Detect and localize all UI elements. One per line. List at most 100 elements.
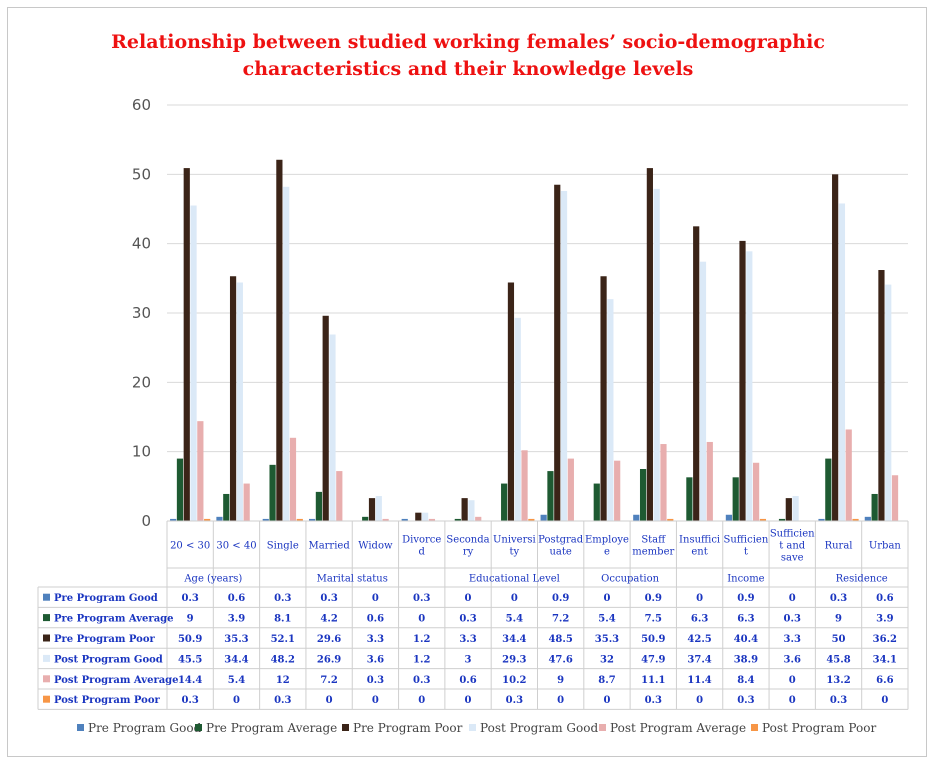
table-cell: 6.6 xyxy=(876,675,893,686)
row-swatch xyxy=(43,675,50,683)
table-cell: 12 xyxy=(276,675,290,686)
bar xyxy=(283,186,290,521)
bar xyxy=(600,276,607,521)
y-axis-ticks: 0 10 20 30 40 50 60 xyxy=(132,96,151,530)
category-label: Employe xyxy=(585,535,629,546)
table-cell: 5.4 xyxy=(506,614,523,625)
table-cell: 0 xyxy=(418,695,425,706)
table-cell: 42.5 xyxy=(687,634,711,645)
table-cell: 9 xyxy=(557,675,564,686)
table-cell: 1.2 xyxy=(413,654,430,665)
category-label: Sufficien xyxy=(770,529,815,540)
category-label: Sufficien xyxy=(724,535,769,546)
data-table: 20 < 30 30 < 40 Single Married Widow Divorced… xyxy=(37,520,909,710)
bar xyxy=(428,518,436,521)
table-cell: 0.9 xyxy=(645,593,662,604)
category-label: d xyxy=(419,547,426,558)
bar xyxy=(269,464,276,521)
category-label: Universi xyxy=(493,535,536,546)
table-cell: 0.3 xyxy=(320,593,337,604)
table-cell: 0.3 xyxy=(181,695,198,706)
table-cell: 9 xyxy=(187,614,194,625)
bar xyxy=(415,512,422,521)
bar xyxy=(229,276,237,521)
bar xyxy=(759,518,767,521)
table-cell: 3.3 xyxy=(367,634,384,645)
table-cell: 0.9 xyxy=(552,593,569,604)
row-swatch xyxy=(43,634,50,642)
bar xyxy=(567,458,574,521)
table-cell: 0.3 xyxy=(459,614,476,625)
category-label: save xyxy=(781,553,804,564)
chart-title-line: Relationship between studied working fem… xyxy=(111,31,825,53)
bar xyxy=(501,483,508,521)
category-label: 30 < 40 xyxy=(216,541,256,552)
group-label: Residence xyxy=(836,574,888,585)
table-cell: 45.8 xyxy=(826,654,850,665)
table-cell: 0.3 xyxy=(181,593,198,604)
bar xyxy=(725,514,733,521)
y-tick-label: 0 xyxy=(141,512,151,530)
legend-label: Pre Program Good xyxy=(88,721,202,735)
category-label: Married xyxy=(308,541,350,552)
bar xyxy=(878,270,885,521)
table-cell: 3.9 xyxy=(228,614,245,625)
bar xyxy=(746,251,753,521)
row-swatch xyxy=(43,614,50,622)
bar xyxy=(475,516,482,521)
table-cell: 50 xyxy=(832,634,846,645)
bar xyxy=(739,240,746,522)
table-cell: 37.4 xyxy=(687,654,711,665)
table-cell: 0.6 xyxy=(367,614,384,625)
table-cell: 1.2 xyxy=(413,634,430,645)
table-cell: 8.4 xyxy=(737,675,754,686)
table-cell: 35.3 xyxy=(224,634,248,645)
table-cell: 0.9 xyxy=(737,593,754,604)
bar xyxy=(521,450,528,521)
bar xyxy=(885,284,892,521)
table-cell: 0 xyxy=(789,593,796,604)
bar xyxy=(660,444,667,521)
table-cell: 0.3 xyxy=(274,593,291,604)
bar xyxy=(308,518,316,521)
bar xyxy=(461,498,468,521)
table-cell: 48.5 xyxy=(548,634,572,645)
bar xyxy=(368,498,376,521)
bar xyxy=(732,477,739,521)
bar xyxy=(560,190,568,521)
bar xyxy=(322,315,329,521)
category-label: Divorce xyxy=(402,535,441,546)
category-label: Seconda xyxy=(446,535,489,546)
table-cell: 0 xyxy=(465,695,472,706)
table-cell: 50.9 xyxy=(641,634,665,645)
bar xyxy=(646,168,653,522)
y-tick-label: 50 xyxy=(132,165,151,183)
row-swatch xyxy=(43,695,50,703)
bar xyxy=(422,512,429,521)
bar xyxy=(336,471,343,521)
table-cell: 4.2 xyxy=(320,614,337,625)
legend-label: Pre Program Average xyxy=(206,721,337,735)
table-cell: 5.4 xyxy=(228,675,245,686)
table-cell: 0 xyxy=(696,695,703,706)
bar xyxy=(382,518,389,521)
legend-swatch xyxy=(195,724,202,731)
legend-label: Pre Program Poor xyxy=(353,721,463,735)
table-cell: 11.4 xyxy=(687,675,711,686)
table-cell: 13.2 xyxy=(826,675,850,686)
table-cell: 6.3 xyxy=(737,614,754,625)
bar xyxy=(667,518,674,521)
category-label: ry xyxy=(463,547,474,558)
table-cell: 0 xyxy=(881,695,888,706)
y-tick-label: 20 xyxy=(132,373,151,391)
group-label: Income xyxy=(727,574,764,585)
row-label: Post Program Poor xyxy=(54,695,161,706)
table-cell: 14.4 xyxy=(178,675,202,686)
category-label: 20 < 30 xyxy=(170,541,210,552)
table-cell: 5.4 xyxy=(598,614,615,625)
bar xyxy=(276,159,283,522)
category-label: ty xyxy=(510,547,520,558)
row-swatch xyxy=(43,593,50,601)
bar xyxy=(540,514,547,521)
